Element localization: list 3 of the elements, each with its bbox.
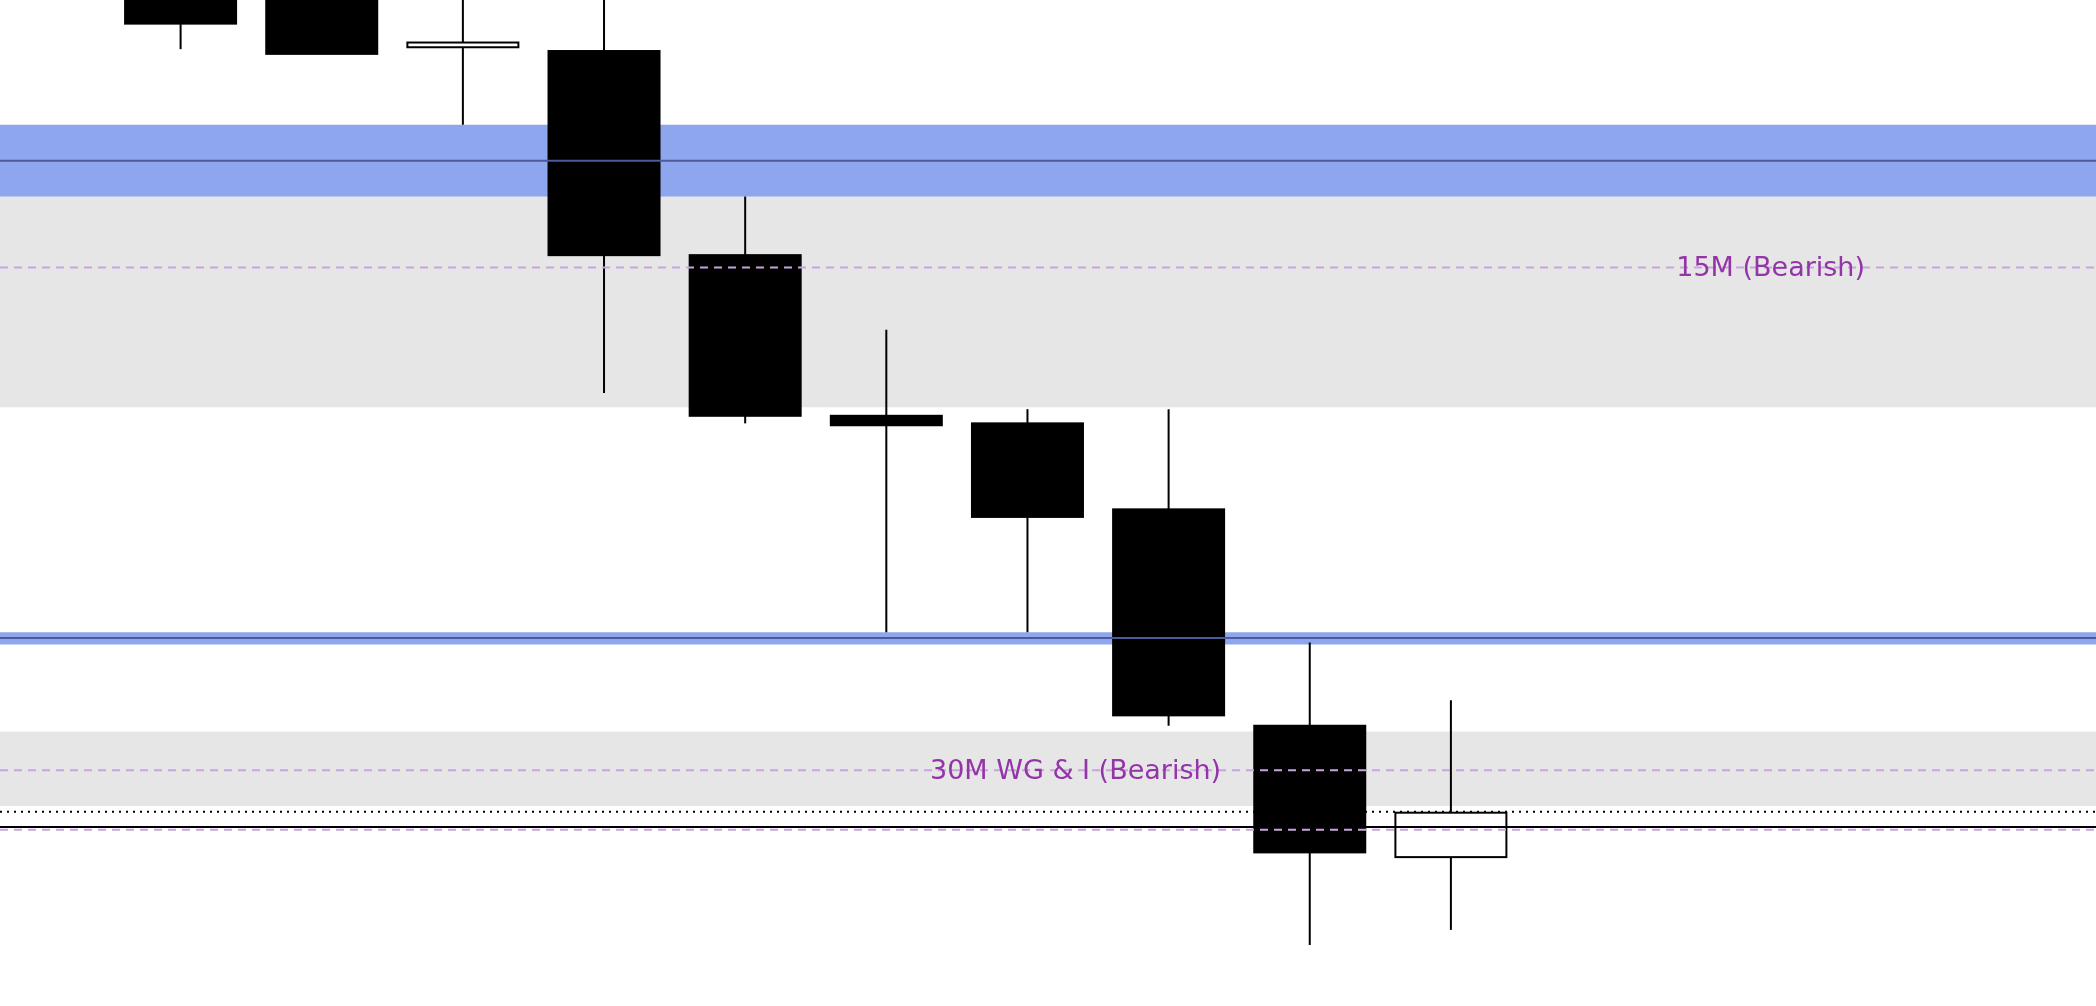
ref-line-label: 15M (Bearish) (1676, 251, 1865, 283)
candlestick (829, 328, 943, 634)
ref-line-label: 30M WG & I (Bearish) (930, 754, 1222, 786)
